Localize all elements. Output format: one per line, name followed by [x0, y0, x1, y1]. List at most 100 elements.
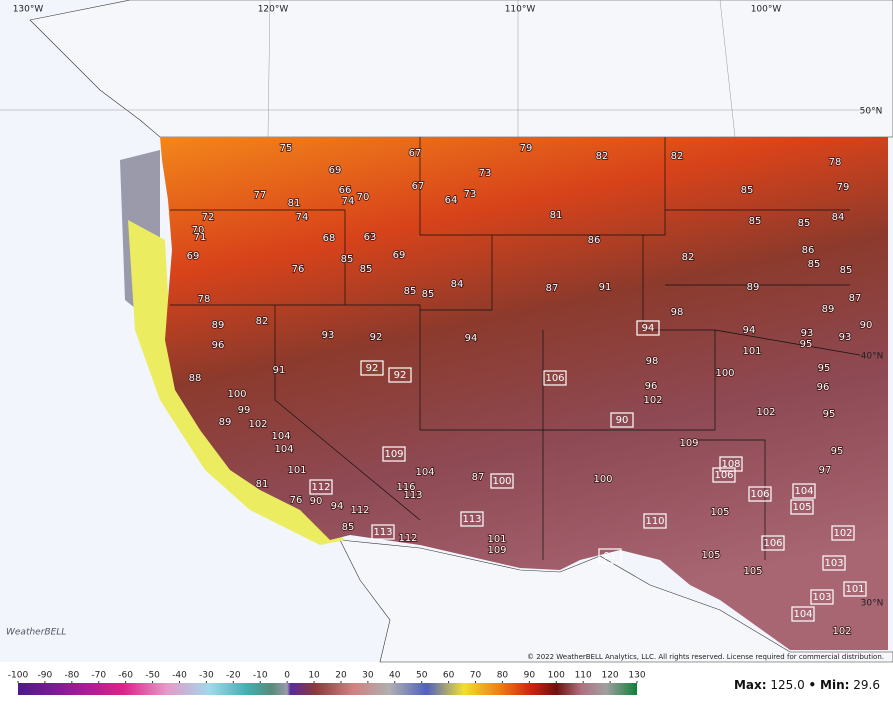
station-temp: 82 [256, 316, 269, 327]
station-temp: 101 [845, 584, 864, 595]
station-temp: 113 [373, 527, 392, 538]
station-temp: 90 [616, 415, 629, 426]
station-temp: 95 [818, 363, 831, 374]
station-temp: 109 [679, 438, 698, 449]
station-temp: 112 [311, 482, 330, 493]
station-temp: 113 [462, 514, 481, 525]
lon-label: 100°W [751, 5, 782, 15]
station-temp: 110 [645, 516, 664, 527]
station-temp: 109 [487, 545, 506, 556]
station-temp: 96 [645, 381, 658, 392]
station-temp: 103 [824, 558, 843, 569]
station-temp: 69 [393, 250, 406, 261]
station-temp: 91 [599, 282, 612, 293]
colorbar-label: 90 [524, 671, 536, 681]
graticule [0, 0, 880, 138]
station-temp: 84 [832, 212, 845, 223]
station-temp: 92 [394, 370, 407, 381]
station-temp: 104 [271, 431, 290, 442]
lon-label: 130°W [13, 5, 44, 15]
station-temp: 91 [604, 551, 617, 562]
max-value: 125.0 [770, 678, 804, 692]
station-temp: 91 [273, 365, 286, 376]
station-box [810, 589, 834, 605]
station-temp: 76 [292, 264, 305, 275]
lat-label: 50°N [860, 107, 883, 117]
station-temp: 79 [837, 182, 850, 193]
station-temp: 97 [819, 465, 832, 476]
station-temp: 106 [545, 373, 564, 384]
station-temp: 78 [198, 294, 211, 305]
lon-label: 120°W [258, 5, 289, 15]
station-temp: 69 [329, 165, 342, 176]
station-temp: 95 [831, 446, 844, 457]
station-temp: 109 [384, 449, 403, 460]
colorbar-label: 70 [470, 671, 482, 681]
logo: WeatherBELL [6, 628, 66, 638]
station-temp: 87 [546, 283, 559, 294]
lat-label: 40°N [861, 352, 884, 362]
station-box [636, 320, 660, 336]
station-temp: 85 [404, 286, 417, 297]
station-temp: 106 [750, 489, 769, 500]
station-temp: 105 [792, 502, 811, 513]
colorbar-label: -90 [38, 671, 53, 681]
station-box [309, 479, 333, 495]
station-box [719, 456, 743, 472]
station-temp: 89 [219, 417, 232, 428]
station-temp: 92 [366, 363, 379, 374]
station-temp: 67 [409, 148, 422, 159]
station-temp: 102 [248, 419, 267, 430]
station-box [792, 483, 816, 499]
colorbar-label: 20 [335, 671, 347, 681]
station-temp: 98 [671, 307, 684, 318]
colorbar-label: -20 [226, 671, 241, 681]
state-borders [170, 137, 861, 560]
station-box [490, 473, 514, 489]
station-temp: 89 [747, 282, 760, 293]
station-temp: 101 [287, 465, 306, 476]
station-box [712, 467, 736, 483]
colorbar-label: 10 [308, 671, 320, 681]
station-temp: 81 [288, 198, 301, 209]
station-temp: 77 [254, 190, 267, 201]
station-temp: 73 [479, 168, 492, 179]
station-temp: 105 [743, 566, 762, 577]
station-temp: 95 [800, 339, 813, 350]
station-temp: 96 [817, 382, 830, 393]
station-box [748, 486, 772, 502]
colorbar-label: -50 [145, 671, 160, 681]
station-temp: 102 [833, 528, 852, 539]
station-temp: 112 [398, 533, 417, 544]
station-temp: 79 [520, 143, 533, 154]
station-box [460, 511, 484, 527]
station-temp: 112 [350, 505, 369, 516]
station-temp: 100 [492, 476, 511, 487]
station-temp: 94 [642, 323, 655, 334]
station-temp: 93 [801, 328, 814, 339]
station-temp: 82 [682, 252, 695, 263]
station-temp: 63 [364, 232, 377, 243]
station-temp: 106 [763, 538, 782, 549]
station-box [382, 446, 406, 462]
station-box [822, 555, 846, 571]
colorbar-label: 50 [416, 671, 428, 681]
station-box [371, 524, 395, 540]
station-temp: 104 [793, 609, 812, 620]
colorbar-label: 60 [443, 671, 455, 681]
station-temp: 104 [794, 486, 813, 497]
station-temp: 70 [357, 192, 370, 203]
station-temp: 94 [743, 325, 756, 336]
station-temp: 113 [403, 490, 422, 501]
station-temp: 103 [812, 592, 831, 603]
station-temp: 99 [238, 405, 251, 416]
station-box [610, 412, 634, 428]
min-value: 29.6 [853, 678, 880, 692]
station-temp: 85 [422, 289, 435, 300]
station-temp: 102 [643, 395, 662, 406]
station-temp: 85 [341, 254, 354, 265]
station-temp: 82 [671, 151, 684, 162]
station-temp: 102 [832, 626, 851, 637]
station-temp: 90 [310, 496, 323, 507]
station-temp: 85 [808, 259, 821, 270]
